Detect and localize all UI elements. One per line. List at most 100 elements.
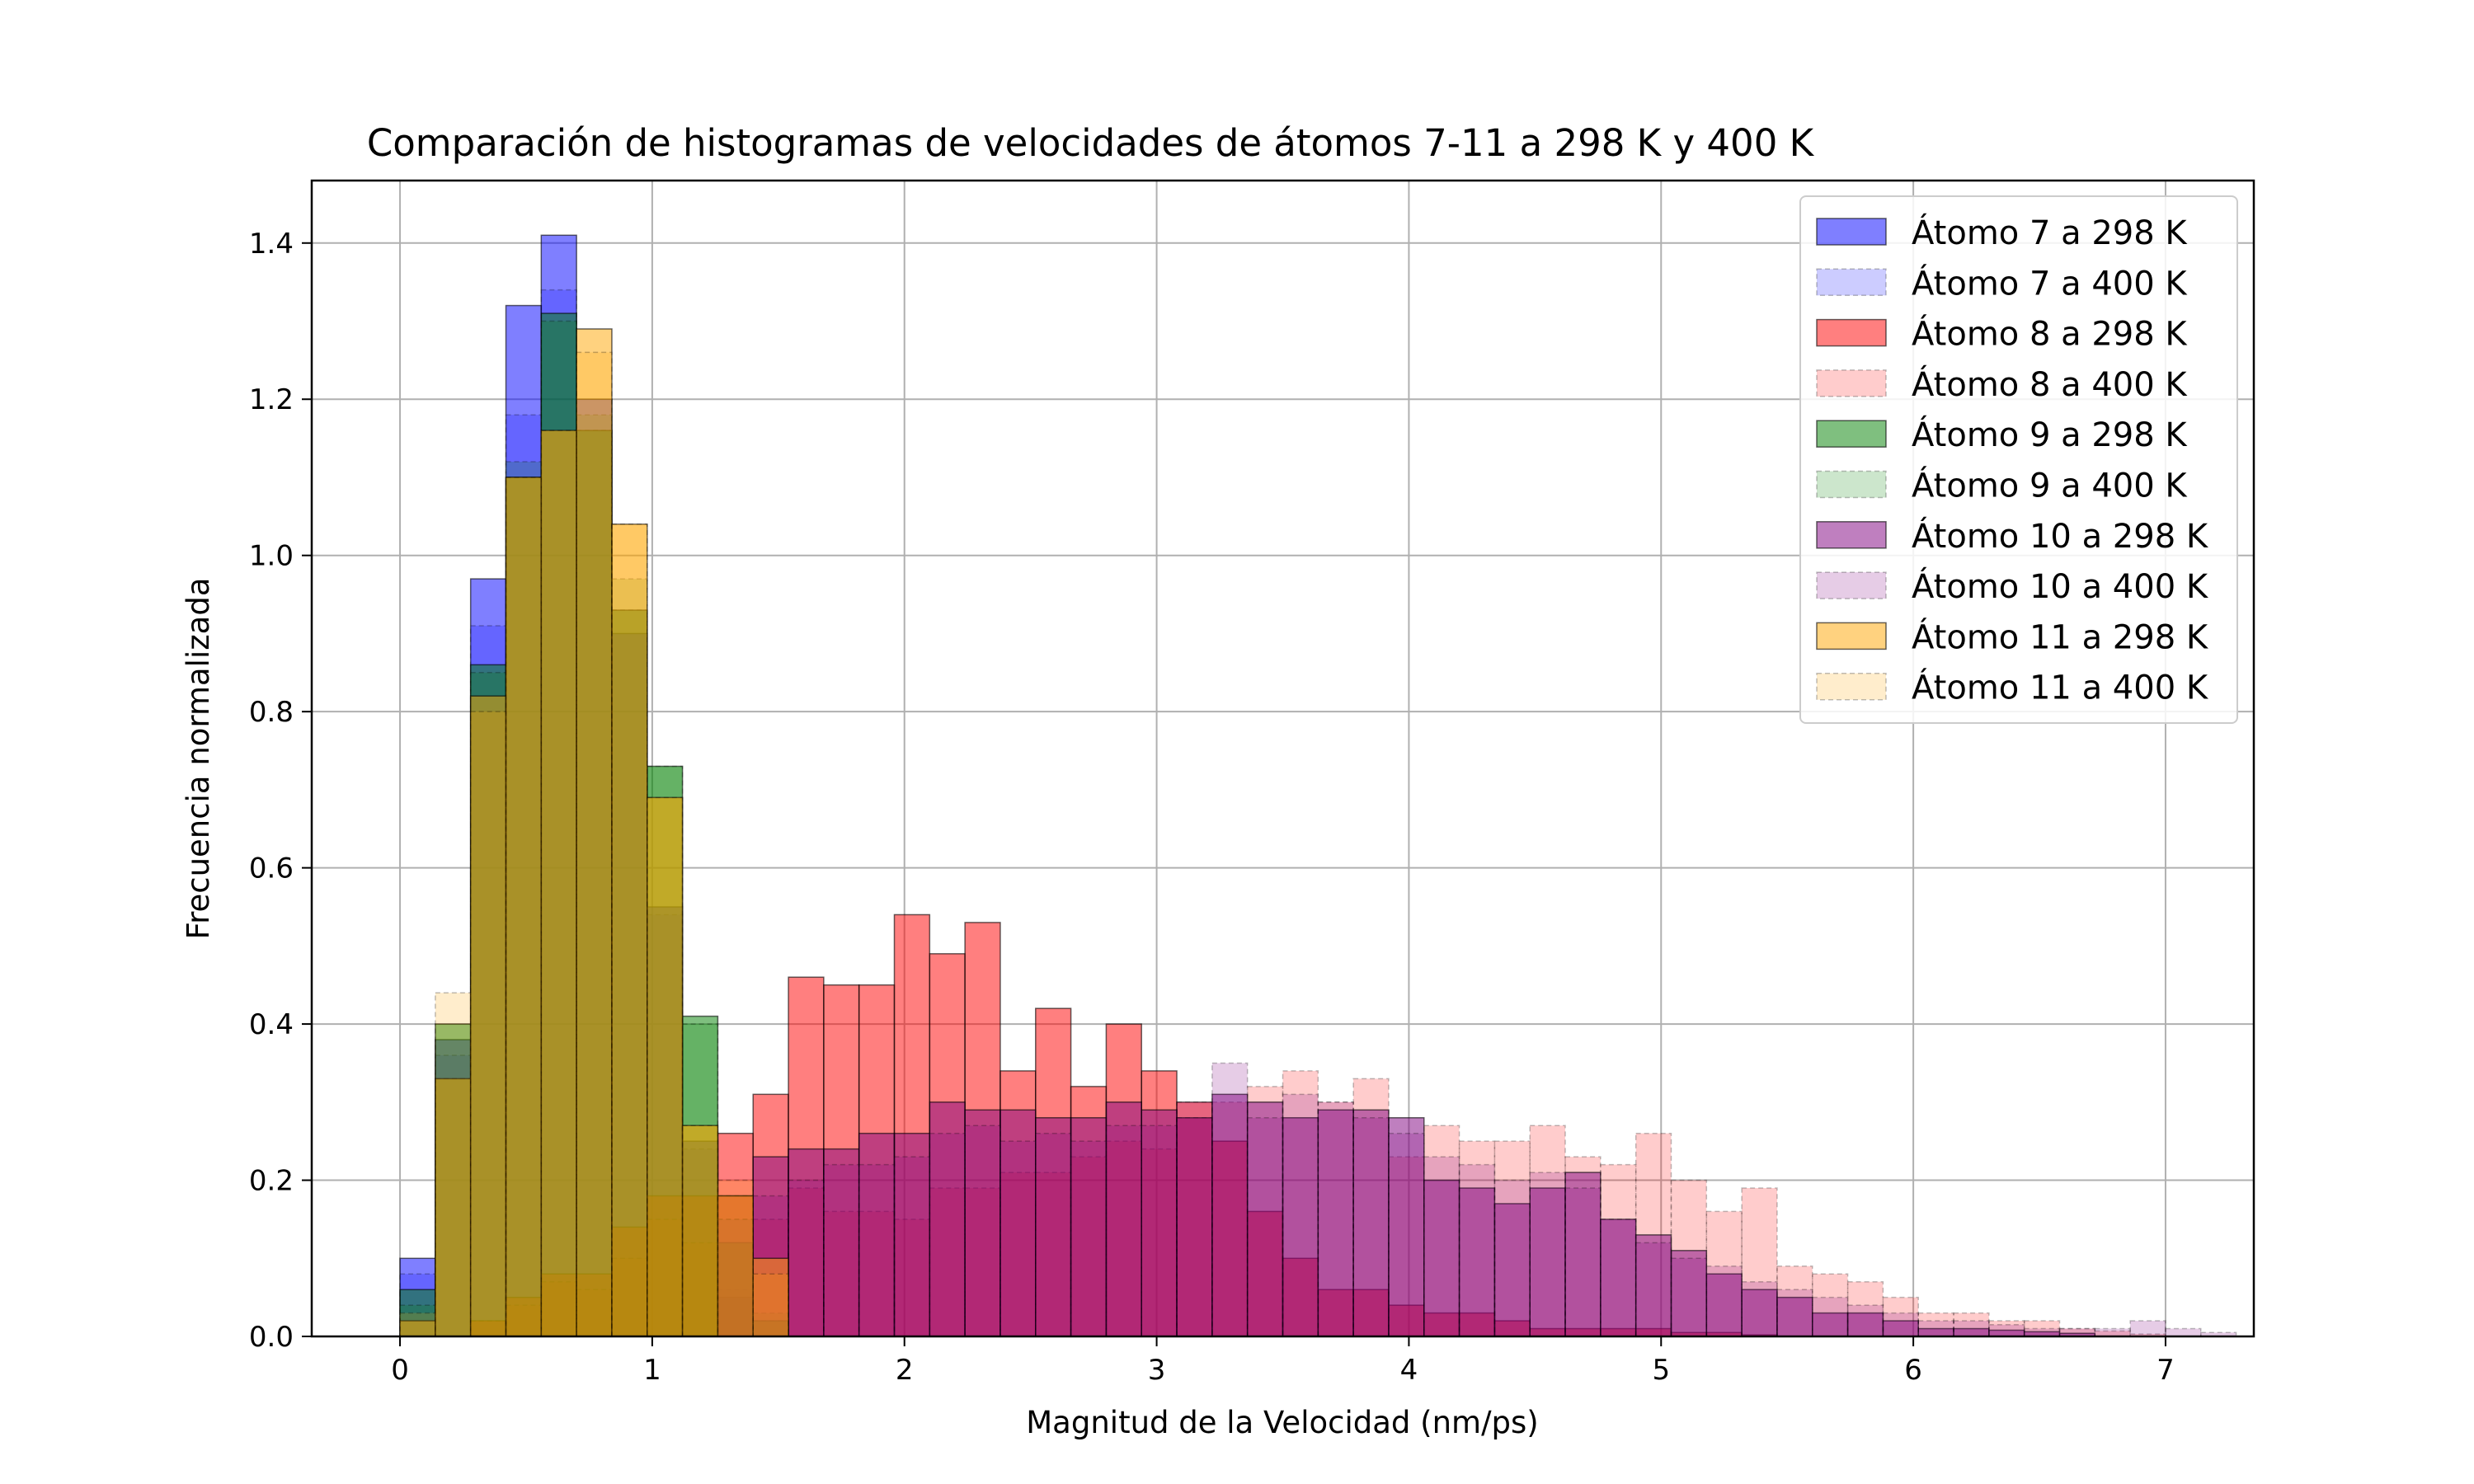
histogram-bar [1529,1187,1566,1337]
histogram-bar [435,1078,472,1337]
histogram-bar [576,328,613,1337]
histogram-bar [1317,1109,1354,1337]
axis-ticks: 0 1 2 3 4 5 6 7 0.0 0.2 0.4 0.6 0.8 1.0 1.2 1.4 [249,228,2175,1387]
histogram-bar [1493,1179,1531,1337]
histogram-bar [1035,1132,1072,1337]
histogram-bar [858,1163,896,1337]
histogram-bar [540,430,577,1337]
legend-label: Átomo 9 a 298 K [1912,415,2188,454]
histogram-bar [1670,1250,1708,1337]
histogram-bar [1317,1101,1354,1337]
legend-swatch [1816,268,1887,297]
histogram-bar [1105,1101,1142,1337]
histogram-bar [540,430,577,1337]
histogram-bar [964,1125,1001,1337]
histogram-bar [1741,1280,1778,1337]
histogram-bar [647,796,684,1337]
legend-swatch [1816,521,1887,549]
legend-swatch [1816,622,1887,650]
histogram-bar [893,1156,931,1337]
y-tick-label: 0.8 [249,696,294,729]
x-tick-label: 5 [1652,1354,1670,1387]
histogram-bar [788,1179,825,1337]
histogram-bar [1846,1304,1884,1337]
legend-label: Átomo 11 a 400 K [1912,668,2209,707]
histogram-bar [1352,1109,1390,1337]
x-tick-label: 4 [1400,1354,1418,1387]
histogram-bar [999,1140,1037,1337]
histogram-bar [999,1109,1037,1337]
histogram-bar [611,524,648,1337]
legend-label: Átomo 8 a 400 K [1912,364,2188,404]
histogram-bar [1600,1219,1637,1337]
legend-label: Átomo 9 a 400 K [1912,466,2188,505]
legend-swatch [1816,318,1887,347]
histogram-bar [1882,1312,1919,1337]
histogram-bar [752,1273,789,1337]
histogram-bar [1812,1312,1849,1337]
histogram-bar [717,1179,754,1337]
y-tick-label: 0.0 [249,1321,294,1354]
histogram-bar [647,796,684,1337]
histogram-bar [1246,1117,1284,1337]
plot-frame [310,179,2255,1338]
histogram-bar [1670,1257,1708,1337]
histogram-bar [1776,1289,1813,1337]
histogram-bar [893,1132,931,1337]
histogram-bar [1070,1117,1108,1337]
histogram-bar [611,524,648,1337]
histogram-bar [2023,1327,2061,1337]
y-axis-label: Frecuencia normalizada [181,578,216,940]
histogram-bar [858,1132,896,1337]
histogram-bar [435,992,472,1337]
histogram-bar [505,477,543,1337]
legend-label: Átomo 10 a 298 K [1912,516,2209,556]
histogram-bar [1176,1101,1213,1337]
x-tick-label: 1 [643,1354,661,1387]
histogram-bar [1423,1156,1460,1337]
y-tick-label: 1.2 [249,383,294,416]
series-7-bars [717,1093,2096,1337]
histogram-bar [1634,1234,1672,1337]
histogram-bar [1988,1324,2025,1337]
histogram-bar [1741,1289,1778,1337]
histogram-bar [2094,1327,2131,1337]
histogram-bar [2129,1333,2166,1337]
histogram-bar [1529,1172,1566,1337]
histogram-bar [1141,1125,1178,1337]
histogram-bar [399,1312,436,1337]
histogram-bar [1352,1117,1390,1337]
histogram-bar [2058,1327,2096,1337]
histogram-bar [1282,1093,1319,1337]
histogram-bar [1846,1312,1884,1337]
histogram-bar [1035,1117,1072,1337]
histogram-bar [1600,1219,1637,1337]
histogram-bar [2129,1320,2166,1337]
histogram-bar [469,711,507,1337]
legend-label: Átomo 7 a 400 K [1912,263,2188,303]
legend: Átomo 7 a 298 K Átomo 7 a 400 K Átomo 8 a … [1799,195,2238,724]
histogram-bar [1211,1093,1249,1337]
y-tick-label: 0.4 [249,1008,294,1041]
histogram-bar [717,1195,754,1337]
y-tick-label: 1.0 [249,540,294,573]
histogram-bar [2200,1331,2237,1337]
legend-swatch [1816,470,1887,499]
legend-swatch [1816,672,1887,701]
legend-swatch [1816,420,1887,448]
histogram-bar [2165,1327,2202,1337]
x-tick-label: 0 [391,1354,409,1387]
legend-box [1799,195,2238,724]
legend-label: Átomo 8 a 298 K [1912,314,2188,354]
y-tick-label: 1.4 [249,228,294,261]
histogram-bar [1812,1296,1849,1337]
x-tick-label: 7 [2157,1354,2175,1387]
legend-label: Átomo 7 a 298 K [1912,213,2188,252]
histogram-bar [1388,1132,1425,1337]
histogram-bar [1564,1172,1602,1337]
histogram-bar [1634,1242,1672,1337]
histogram-bar [752,1257,789,1337]
chart-title: Comparación de histogramas de velocidade… [367,121,1815,165]
series-9-bars [399,328,789,1337]
